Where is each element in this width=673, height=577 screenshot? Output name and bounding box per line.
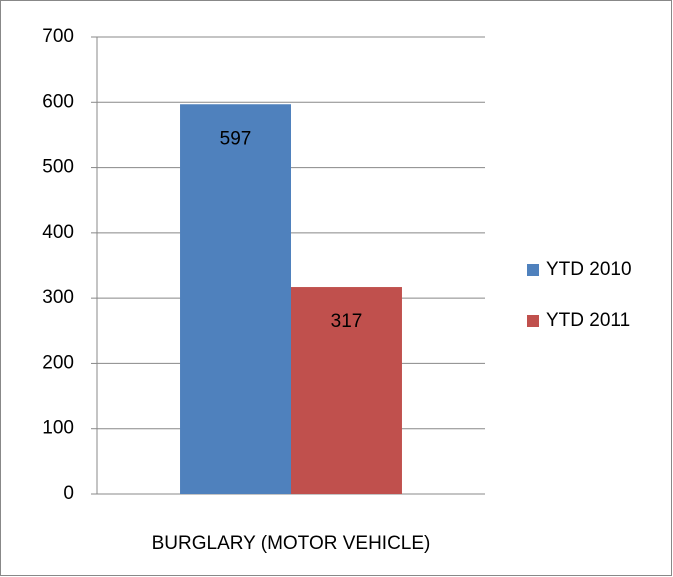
- y-tick-label: 0: [63, 483, 74, 504]
- legend-label: YTD 2010: [546, 259, 632, 280]
- x-tick-label: BURGLARY (MOTOR VEHICLE): [152, 533, 431, 554]
- data-label: 597: [220, 128, 252, 149]
- legend-label: YTD 2011: [546, 310, 630, 331]
- bar: [291, 287, 402, 494]
- y-tick-label: 500: [42, 157, 74, 178]
- data-label: 317: [331, 311, 363, 332]
- bar: [180, 104, 291, 494]
- y-tick-label: 600: [42, 91, 74, 112]
- legend-swatch: [527, 264, 539, 276]
- y-tick-label: 300: [42, 287, 74, 308]
- y-tick-label: 400: [42, 222, 74, 243]
- y-tick-label: 100: [42, 418, 74, 439]
- legend-swatch: [527, 315, 539, 327]
- y-tick-label: 200: [42, 352, 74, 373]
- y-tick-label: 700: [42, 26, 74, 47]
